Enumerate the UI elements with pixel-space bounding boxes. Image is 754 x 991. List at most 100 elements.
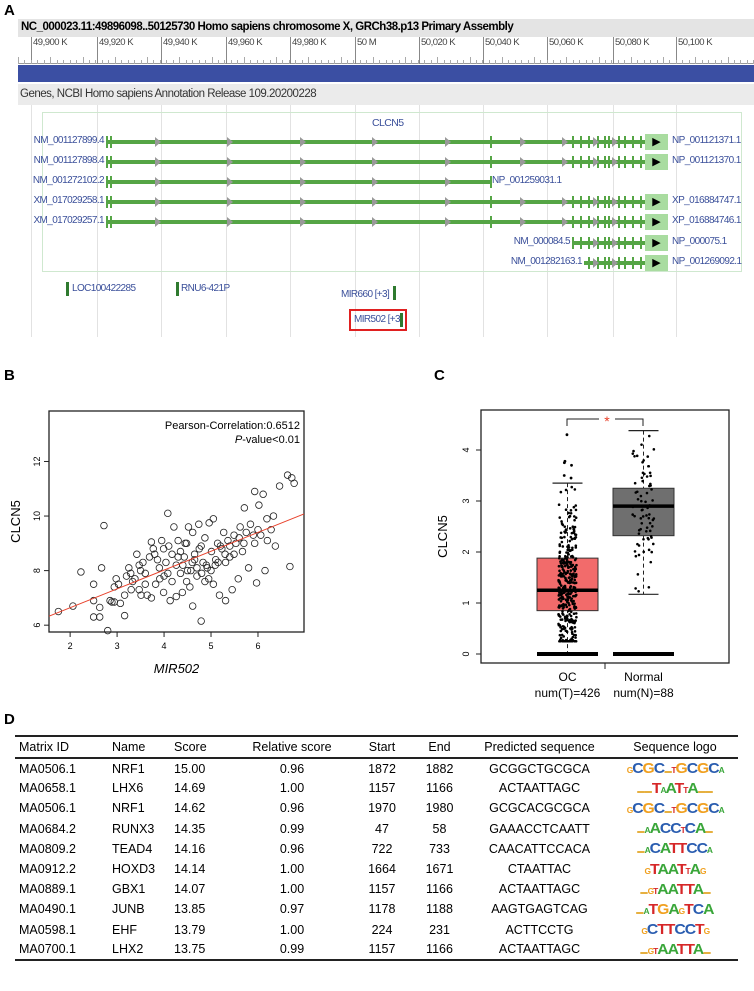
protein-label[interactable]: NP_000075.1 xyxy=(672,236,727,247)
gene-name[interactable]: CLCN5 xyxy=(372,117,404,129)
gene-mir502[interactable]: MIR502 [+3] xyxy=(354,314,403,325)
protein-label[interactable]: NP_001121371.1 xyxy=(672,135,741,146)
data-point xyxy=(645,491,649,495)
exon xyxy=(106,136,108,148)
scatter-point xyxy=(170,523,178,531)
data-point xyxy=(570,531,574,535)
transcript-label[interactable]: NM_000084.5 xyxy=(513,236,571,247)
scatter-point xyxy=(96,603,104,612)
cell-seq: GCGCACGCGCA xyxy=(489,801,590,816)
play-arrow-icon: ▶ xyxy=(645,134,668,150)
gene-loc100422285[interactable]: LOC100422285 xyxy=(72,283,136,294)
data-point xyxy=(574,546,578,549)
minor-tick xyxy=(334,60,336,64)
direction-arrow-icon xyxy=(155,157,161,167)
data-point xyxy=(569,610,573,614)
gene-box-clcn5 xyxy=(42,112,742,272)
minor-tick xyxy=(424,60,426,64)
cell-start: 722 xyxy=(371,841,393,856)
transcript-label[interactable]: XM_017029258.1 xyxy=(33,195,104,206)
minor-tick xyxy=(192,60,194,64)
sequence-logo-image: GTAATTA xyxy=(639,881,711,898)
data-point xyxy=(571,554,574,558)
transcript-label[interactable]: XM_017029257.1 xyxy=(33,215,104,226)
data-point xyxy=(647,516,651,520)
cell-rel: 1.00 xyxy=(279,862,305,877)
data-point xyxy=(560,520,563,523)
exon xyxy=(640,257,642,269)
protein-label[interactable]: NP_001269092.1 xyxy=(672,256,742,267)
scatter-point xyxy=(215,591,224,599)
transcript-label[interactable]: NM_001282163.1 xyxy=(510,256,583,267)
scatter-point xyxy=(254,525,262,534)
exon xyxy=(618,156,620,168)
cell-start: 1157 xyxy=(368,882,396,897)
sequence-logo-image: GCTTCCTG xyxy=(641,921,710,939)
group-count: num(T)=426 xyxy=(535,686,601,700)
cell-id: MA0684.2 xyxy=(19,821,76,836)
transcript-line[interactable] xyxy=(106,180,490,184)
gene-rnu6-421p[interactable]: RNU6-421P xyxy=(181,283,230,294)
scatter-point xyxy=(212,555,220,564)
protein-label[interactable]: NP_001259031.1 xyxy=(492,175,562,186)
data-point xyxy=(568,612,571,616)
data-point xyxy=(567,639,571,643)
exon xyxy=(588,136,590,148)
exon xyxy=(608,196,610,208)
protein-label[interactable]: XP_016884747.1 xyxy=(672,195,742,206)
cell-rel: 0.96 xyxy=(279,841,305,856)
minor-tick xyxy=(24,60,26,64)
box-normal xyxy=(612,487,675,537)
scatter-point xyxy=(174,553,182,561)
transcript-label[interactable]: NM_001272102.2 xyxy=(32,175,105,186)
y-tick-label: 6 xyxy=(32,623,42,628)
direction-arrow-icon xyxy=(593,137,599,147)
data-point xyxy=(565,614,569,618)
exon xyxy=(632,196,634,208)
minor-tick xyxy=(572,60,574,64)
cell-seq: ACTAATTAGC xyxy=(467,939,612,961)
minor-tick xyxy=(740,60,742,64)
data-point xyxy=(566,571,569,575)
data-point xyxy=(633,550,637,553)
data-point xyxy=(557,606,561,609)
gene-mir660[interactable]: MIR660 [+3] xyxy=(341,289,390,300)
direction-arrow-icon xyxy=(155,217,161,227)
data-point xyxy=(565,618,569,622)
data-point xyxy=(573,525,577,529)
sequence-logo-image: GCGC TGCGCA xyxy=(626,760,725,778)
exon xyxy=(604,156,606,168)
exon xyxy=(490,136,492,148)
scatter-point xyxy=(104,626,112,635)
scatter-point xyxy=(180,553,188,561)
data-point xyxy=(561,624,565,628)
minor-tick xyxy=(385,60,387,64)
minor-tick xyxy=(140,60,142,64)
x-tick-label: 6 xyxy=(255,641,260,651)
cell-name: EHF xyxy=(112,922,137,937)
data-point xyxy=(559,490,563,494)
transcript-label[interactable]: NM_001127899.4 xyxy=(33,135,105,146)
transcript-label[interactable]: NM_001127898.4 xyxy=(33,155,105,166)
cell-end: 58 xyxy=(432,821,447,836)
x-tick-label: 5 xyxy=(209,641,214,651)
exon xyxy=(604,237,606,249)
data-point xyxy=(558,633,562,637)
coordinate-ruler: 49,900 K 49,920 K 49,940 K 49,960 K 49,980 K… xyxy=(18,37,754,64)
direction-arrow-icon xyxy=(520,197,526,207)
protein-label[interactable]: NP_001121370.1 xyxy=(672,155,741,166)
minor-tick xyxy=(521,60,523,64)
data-point xyxy=(573,578,577,582)
cell-seq: ACTTCCTG xyxy=(505,922,574,937)
cell-score: 14.69 xyxy=(174,781,206,796)
minor-tick xyxy=(450,60,452,64)
exon xyxy=(618,196,620,208)
protein-label[interactable]: XP_016884746.1 xyxy=(672,215,742,226)
scatter-point xyxy=(168,577,176,586)
plot-frame xyxy=(480,409,730,664)
scatter-point xyxy=(230,550,238,558)
data-point xyxy=(563,603,566,607)
minor-tick xyxy=(437,57,439,64)
scatter-point xyxy=(228,586,236,594)
minor-tick xyxy=(534,57,535,64)
